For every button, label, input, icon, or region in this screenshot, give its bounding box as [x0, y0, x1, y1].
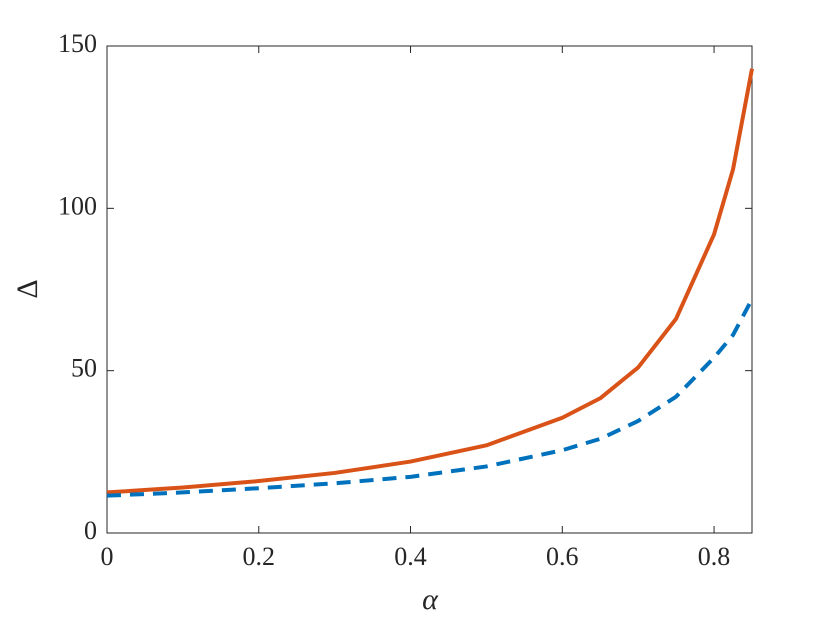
x-axis-label: α	[422, 583, 439, 616]
x-tick-label: 0.2	[243, 542, 276, 571]
x-tick-label: 0.6	[546, 542, 579, 571]
line-series	[106, 298, 754, 498]
y-tick-label: 100	[58, 191, 97, 220]
x-tick-label: 0.4	[394, 542, 427, 571]
y-tick-label: 150	[58, 29, 97, 58]
line-series	[106, 68, 754, 495]
y-axis-label: Δ	[11, 279, 44, 298]
plot-area	[106, 45, 753, 534]
x-tick-label: 0	[101, 542, 114, 571]
y-tick-label: 50	[71, 354, 97, 383]
x-tick-label: 0.8	[698, 542, 731, 571]
y-tick-label: 0	[84, 516, 97, 545]
